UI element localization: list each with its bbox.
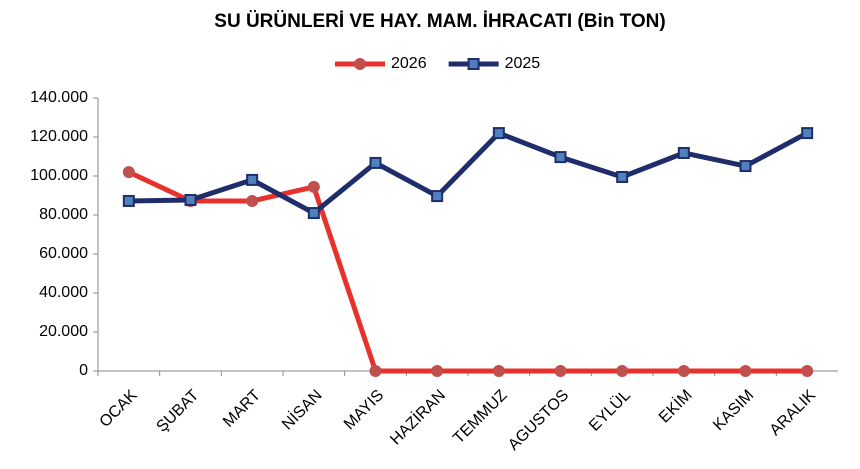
y-tick-label: 40.000 — [39, 284, 88, 301]
legend-label: 2026 — [391, 55, 427, 72]
y-tick-label: 140.000 — [30, 89, 88, 106]
data-point — [369, 365, 382, 377]
data-point — [677, 146, 690, 159]
data-point — [431, 190, 444, 203]
data-point — [616, 365, 629, 377]
x-tick-label: ARALIK — [767, 387, 820, 440]
x-tick-label: TEMMUZ — [450, 387, 511, 448]
data-point — [492, 365, 505, 377]
x-tick-label: EKİM — [655, 385, 696, 426]
data-point — [739, 365, 752, 377]
x-tick-label: OCAK — [97, 387, 141, 431]
x-tick-label: MART — [220, 387, 264, 431]
x-tick-label: HAZİRAN — [386, 385, 449, 448]
x-tick-label: KASIM — [710, 387, 757, 434]
x-tick-label: ŞUBAT — [153, 387, 202, 436]
data-point — [492, 127, 505, 140]
data-point — [307, 207, 320, 220]
x-tick-label: MAYIS — [341, 387, 387, 433]
y-tick-label: 20.000 — [39, 323, 88, 340]
x-tick-label: EYLÜL — [585, 386, 634, 435]
data-point — [616, 170, 629, 183]
data-point — [677, 365, 690, 377]
y-tick-label: 0 — [79, 362, 88, 379]
series-line — [127, 169, 808, 374]
data-point — [801, 365, 814, 377]
data-point — [554, 365, 567, 377]
y-tick-label: 120.000 — [30, 128, 88, 145]
data-point — [122, 194, 135, 207]
legend-label: 2025 — [505, 55, 541, 72]
data-point — [369, 156, 382, 169]
y-tick-label: 60.000 — [39, 245, 88, 262]
chart-title: SU ÜRÜNLERİ VE HAY. MAM. İHRACATI (Bin T… — [214, 11, 665, 32]
x-tick-label: NİSAN — [278, 385, 326, 433]
data-point — [184, 193, 197, 206]
y-tick-label: 80.000 — [39, 206, 88, 223]
legend-marker — [354, 58, 366, 70]
data-point — [307, 180, 320, 193]
x-tick-label: AGUSTOS — [505, 387, 572, 454]
data-point — [246, 194, 259, 207]
data-point — [431, 365, 444, 377]
series-line — [128, 130, 809, 216]
data-point — [739, 160, 752, 173]
y-tick-label: 100.000 — [30, 167, 88, 184]
data-point — [554, 151, 567, 164]
legend-marker — [467, 58, 480, 70]
data-point — [122, 166, 135, 179]
data-point — [801, 127, 814, 140]
data-point — [246, 173, 259, 186]
